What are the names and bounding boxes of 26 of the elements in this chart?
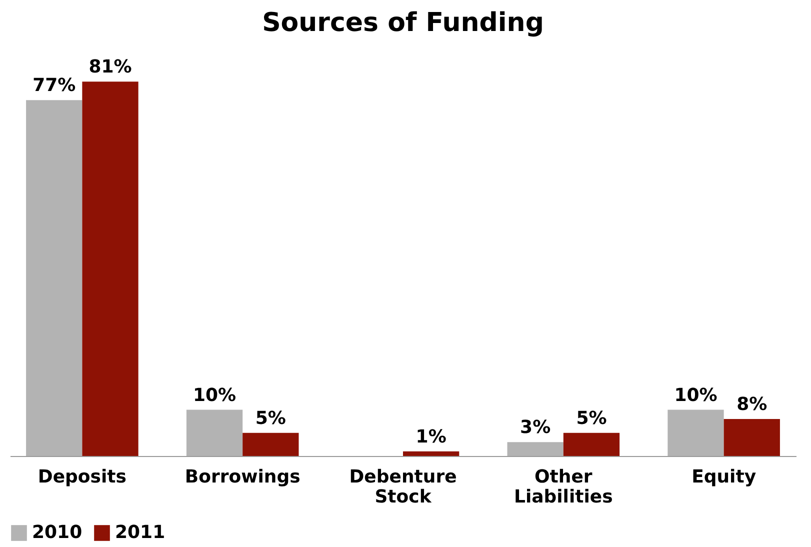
bar (507, 442, 564, 456)
legend-label: 2011 (115, 522, 166, 543)
bar (668, 410, 724, 456)
bar (724, 419, 780, 456)
chart-title: Sources of Funding (262, 8, 544, 38)
bar (563, 432, 620, 456)
data-label: 1% (416, 426, 446, 448)
bar (186, 410, 243, 456)
data-label: 5% (576, 408, 607, 429)
data-label: 77% (32, 75, 76, 96)
x-tick-label: Borrowings (184, 466, 300, 488)
bar (82, 82, 138, 456)
data-label: 3% (520, 417, 551, 438)
x-tick-label: Equity (692, 466, 756, 488)
bar (26, 100, 82, 456)
x-tick-label: Debenture Stock (349, 466, 457, 508)
data-label: 10% (192, 384, 236, 406)
bar (403, 451, 460, 456)
data-label: 10% (674, 384, 718, 406)
data-label: 5% (255, 408, 286, 429)
legend-label: 2010 (32, 522, 82, 543)
x-tick-label: Deposits (38, 466, 126, 488)
data-label: 8% (736, 394, 768, 416)
x-tick-label: Other Liabilities (514, 466, 613, 508)
bar (242, 432, 299, 456)
data-label: 81% (88, 56, 132, 78)
